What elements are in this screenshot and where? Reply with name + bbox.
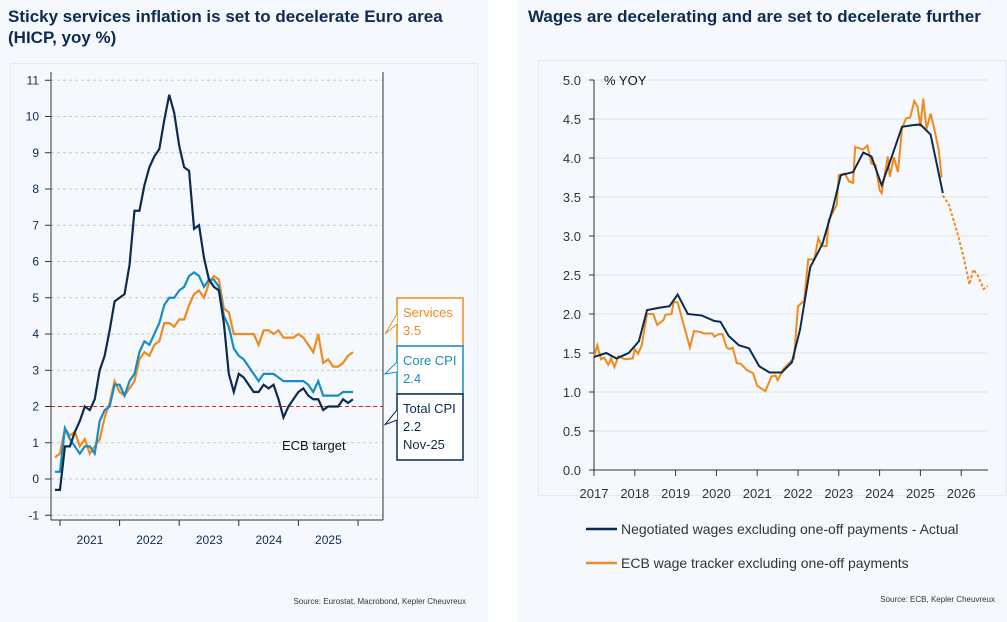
x-tick-label: 2018 <box>620 486 649 501</box>
series-line-services <box>54 274 354 459</box>
y-tick-label: 1.5 <box>563 346 581 361</box>
callout-box <box>396 297 464 347</box>
callout-value: 3.5 <box>403 323 421 338</box>
left-chart: -1 0 1 2 3 4 5 6 7 8 9 10 11 2021 2022 2023 2024 2025 ECB … <box>26 72 464 547</box>
callout-pointer <box>383 409 398 426</box>
x-tick-label: 2017 <box>580 486 609 501</box>
right-panel: Wages are decelerating and are set to de… <box>518 0 1007 622</box>
y-tick-label: 0.0 <box>563 463 581 478</box>
y-tick-label: 1 <box>32 436 39 450</box>
y-tick-label: 4.5 <box>563 112 581 127</box>
y-tick-label: 3.5 <box>563 190 581 205</box>
y-tick-label: 0 <box>32 472 39 486</box>
y-tick-label: 0.5 <box>563 424 581 439</box>
y-tick-label: 2 <box>32 400 39 414</box>
left-source: Source: Eurostat, Macrobond, Kepler Cheu… <box>293 597 466 606</box>
series-line-forecast <box>942 194 989 291</box>
callout-label: Total CPI <box>403 401 456 416</box>
series-line-1 <box>593 98 943 393</box>
y-tick-label: 3.0 <box>563 229 581 244</box>
y-tick-label: 5.0 <box>563 73 581 88</box>
x-tick-label: 2022 <box>784 486 813 501</box>
y-tick-label: 11 <box>27 73 40 87</box>
series-line-core-cpi <box>55 271 353 473</box>
right-source: Source: ECB, Kepler Cheuvreux <box>880 595 995 604</box>
right-chart-title: Wages are decelerating and are set to de… <box>528 7 981 26</box>
right-chart-frame <box>538 60 1006 496</box>
callout-date: Nov-25 <box>403 437 445 452</box>
y-tick-label: 6 <box>32 255 39 269</box>
series-line-total-cpi <box>55 94 354 491</box>
y-tick-label: 2.5 <box>563 268 581 283</box>
x-tick-label: 2023 <box>824 486 853 501</box>
x-tick-label: 2024 <box>865 486 894 501</box>
x-tick-label: 2026 <box>947 486 976 501</box>
callout-box <box>396 393 464 461</box>
y-axis-unit-label: % YOY <box>604 73 647 88</box>
x-tick-label: 2025 <box>315 533 342 547</box>
y-tick-label: 3 <box>32 363 39 377</box>
y-tick-label: 5 <box>32 291 39 305</box>
left-panel: Sticky services inflation is set to dece… <box>0 0 488 622</box>
y-tick-label: 9 <box>32 146 39 160</box>
x-tick-label: 2019 <box>661 486 690 501</box>
legend-label: ECB wage tracker excluding one-off payme… <box>621 555 909 571</box>
series-line-0 <box>593 123 944 374</box>
y-tick-label: 4.0 <box>563 151 581 166</box>
x-tick-label: 2021 <box>743 486 772 501</box>
y-tick-label: 4 <box>32 327 39 341</box>
ecb-target-label: ECB target <box>282 438 346 453</box>
callout-label: Core CPI <box>403 353 456 368</box>
x-tick-label: 2025 <box>906 486 935 501</box>
x-tick-label: 2024 <box>255 533 282 547</box>
left-chart-title: Sticky services inflation is set to dece… <box>8 7 443 47</box>
callout-value: 2.2 <box>403 419 421 434</box>
y-tick-label: 2.0 <box>563 307 581 322</box>
y-tick-label: -1 <box>28 508 39 522</box>
callout-pointer <box>383 361 398 375</box>
y-tick-label: 10 <box>26 110 40 124</box>
x-tick-label: 2023 <box>196 533 223 547</box>
callout-value: 2.4 <box>403 371 421 386</box>
x-tick-label: 2020 <box>702 486 731 501</box>
legend-label: Negotiated wages excluding one-off payme… <box>621 521 959 537</box>
y-tick-label: 8 <box>32 182 39 196</box>
callout-pointer <box>384 313 398 335</box>
y-tick-label: 1.0 <box>563 385 581 400</box>
x-tick-label: 2022 <box>136 533 163 547</box>
left-chart-frame <box>10 63 478 498</box>
x-tick-label: 2021 <box>77 533 104 547</box>
y-tick-label: 7 <box>32 218 39 232</box>
callout-label: Services <box>403 305 453 320</box>
